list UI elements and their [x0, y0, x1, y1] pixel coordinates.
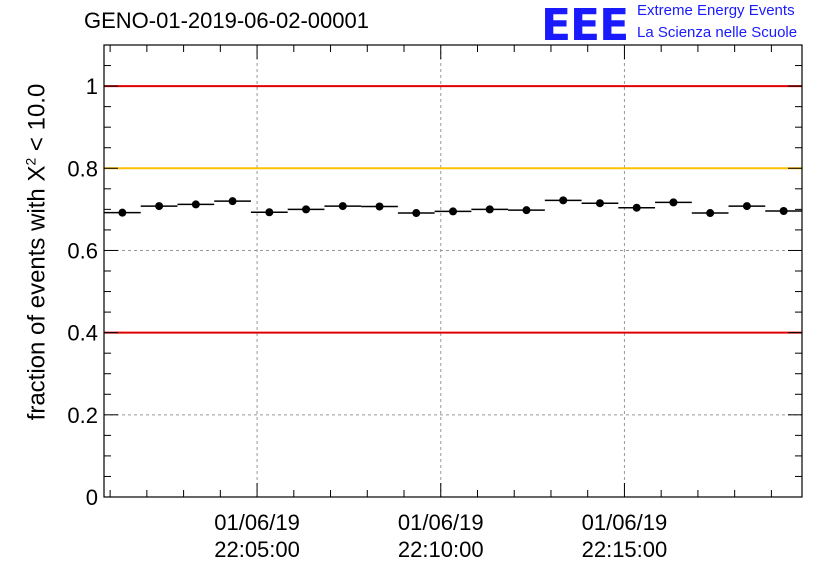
data-point: [669, 198, 678, 207]
chart-title: GENO-01-2019-06-02-00001: [84, 8, 369, 33]
data-point: [742, 202, 751, 211]
data-point: [632, 203, 641, 212]
eee-logo: EEE: [541, 0, 629, 51]
data-point: [375, 202, 384, 211]
data-point: [522, 206, 531, 215]
y-tick-label: 0.4: [67, 321, 98, 346]
x-tick-time-label: 22:10:00: [398, 537, 484, 562]
data-point: [118, 208, 127, 217]
x-tick-date-label: 01/06/19: [582, 510, 668, 535]
data-point: [338, 202, 347, 211]
x-tick-date-label: 01/06/19: [398, 510, 484, 535]
y-tick-label: 0: [86, 485, 98, 510]
plot-frame: [103, 44, 803, 498]
y-tick-label: 0.2: [67, 403, 98, 428]
data-point: [302, 205, 311, 214]
y-tick-label: 0.8: [67, 156, 98, 181]
data-point: [595, 199, 604, 208]
data-point: [412, 209, 421, 218]
data-point: [228, 197, 237, 206]
x-tick-date-label: 01/06/19: [214, 510, 300, 535]
data-point: [485, 205, 494, 214]
data-point: [191, 200, 200, 209]
data-point: [155, 202, 164, 211]
x-tick-time-label: 22:05:00: [214, 537, 300, 562]
x-tick-time-label: 22:15:00: [582, 537, 668, 562]
y-tick-label: 1: [86, 74, 98, 99]
y-tick-label: 0.6: [67, 238, 98, 263]
data-point: [449, 207, 457, 216]
data-point: [706, 209, 715, 218]
data-point: [559, 196, 568, 205]
data-point: [265, 208, 274, 217]
data-point: [779, 207, 788, 216]
logo-subtitle-1: Extreme Energy Events: [637, 2, 795, 19]
logo-subtitle-2: La Scienza nelle Scuole: [637, 24, 798, 41]
